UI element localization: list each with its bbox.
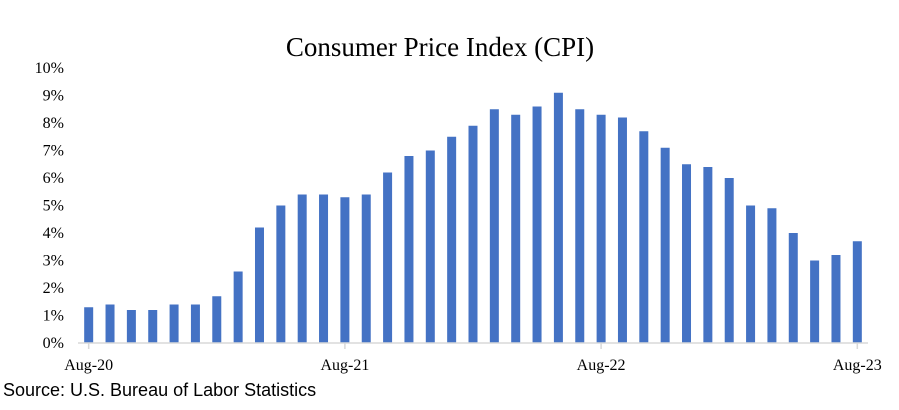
- bar-feb-22: [468, 125, 478, 343]
- bar-mar-22: [489, 109, 499, 343]
- bar-may-21: [276, 205, 286, 343]
- bar-nov-22: [660, 147, 670, 343]
- y-tick-label: 0%: [43, 335, 64, 352]
- y-tick-label: 1%: [43, 308, 64, 325]
- y-tick-label: 8%: [43, 115, 64, 132]
- x-tick-label: Aug-23: [833, 357, 882, 374]
- bar-oct-21: [383, 172, 393, 343]
- bar-apr-22: [511, 114, 521, 343]
- bar-sep-21: [361, 194, 371, 343]
- x-tick-label: Aug-21: [320, 357, 369, 374]
- x-axis-ticks: Aug-20 Aug-21 Aug-22 Aug-23: [64, 343, 882, 374]
- x-tick-label: Aug-22: [577, 357, 626, 374]
- bar-mar-21: [233, 271, 243, 343]
- bar-may-23: [788, 233, 798, 343]
- y-tick-label: 2%: [43, 280, 64, 297]
- bar-jun-21: [297, 194, 307, 343]
- bar-aug-20: [84, 307, 94, 343]
- bar-dec-20: [169, 304, 179, 343]
- x-tick-label: Aug-20: [64, 357, 113, 374]
- y-tick-label: 4%: [43, 225, 64, 242]
- y-tick-label: 5%: [43, 198, 64, 215]
- bar-aug-22: [596, 114, 606, 343]
- bar-jan-22: [447, 136, 457, 343]
- bar-feb-21: [212, 296, 222, 343]
- bar-sep-22: [617, 117, 627, 343]
- y-tick-label: 3%: [43, 253, 64, 270]
- bar-jul-23: [831, 255, 841, 343]
- bar-aug-21: [340, 197, 350, 343]
- source-note: Source: U.S. Bureau of Labor Statistics: [3, 380, 316, 400]
- bar-aug-23: [852, 241, 862, 343]
- bar-jun-23: [810, 260, 820, 343]
- bar-nov-20: [148, 310, 158, 343]
- bar-jul-21: [319, 194, 329, 343]
- bar-jan-23: [703, 167, 713, 343]
- bars-group: [84, 92, 862, 343]
- y-tick-label: 6%: [43, 170, 64, 187]
- bar-jun-22: [553, 92, 563, 343]
- bar-nov-21: [404, 156, 414, 343]
- bar-oct-22: [639, 131, 649, 343]
- chart-title: Consumer Price Index (CPI): [286, 32, 594, 62]
- y-tick-label: 10%: [35, 60, 64, 77]
- bar-jan-21: [190, 304, 200, 343]
- y-axis-ticks: 0% 1% 2% 3% 4% 5% 6% 7% 8% 9% 10%: [35, 60, 64, 352]
- bar-feb-23: [724, 178, 734, 343]
- bar-dec-22: [682, 164, 692, 343]
- bar-oct-20: [126, 310, 136, 343]
- bar-sep-20: [105, 304, 115, 343]
- y-tick-label: 9%: [43, 88, 64, 105]
- y-tick-label: 7%: [43, 143, 64, 160]
- bar-mar-23: [746, 205, 756, 343]
- bar-dec-21: [425, 150, 435, 343]
- bar-jul-22: [575, 109, 585, 343]
- bar-may-22: [532, 106, 542, 343]
- bar-apr-23: [767, 208, 777, 343]
- bar-apr-21: [254, 227, 264, 343]
